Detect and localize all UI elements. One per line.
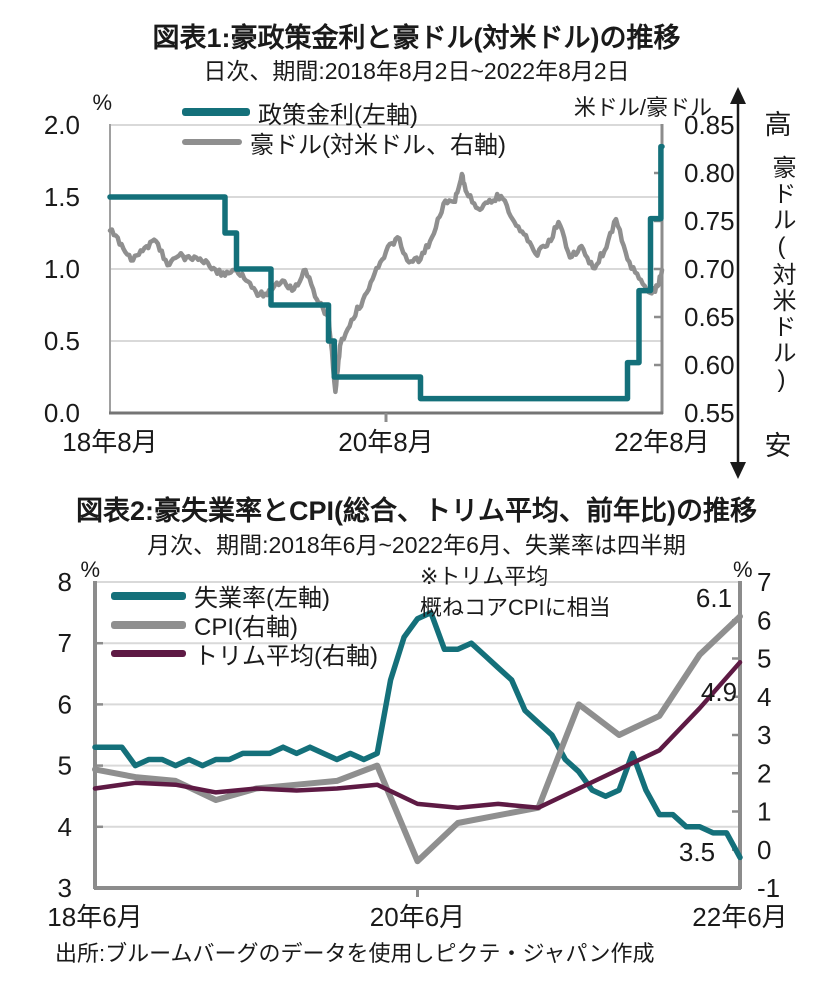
aud-low-label: 安 xyxy=(764,431,792,461)
svg-text:0.55: 0.55 xyxy=(684,398,735,428)
aud-high-label: 高 xyxy=(764,110,792,140)
svg-text:0.85: 0.85 xyxy=(684,110,735,140)
svg-text:6: 6 xyxy=(757,605,771,635)
chart1-title: 図表1:豪政策金利と豪ドル(対米ドル)の推移 xyxy=(152,23,681,53)
cpi-legend-label: CPI(右軸) xyxy=(194,614,298,641)
svg-text:7: 7 xyxy=(757,567,771,597)
trimmed-mean-legend-swatch xyxy=(111,650,186,657)
svg-text:0.65: 0.65 xyxy=(684,302,735,332)
svg-text:5: 5 xyxy=(757,644,771,674)
svg-text:6.1: 6.1 xyxy=(696,583,732,613)
unemployment-legend-swatch xyxy=(111,591,186,600)
svg-text:0.70: 0.70 xyxy=(684,254,735,284)
svg-text:2.0: 2.0 xyxy=(44,110,80,140)
aud-axis-note: 豪ドル(対米ドル) xyxy=(768,155,795,395)
svg-text:3: 3 xyxy=(757,720,771,750)
chart1-subtitle: 日次、期間:2018年8月2日~2022年8月2日 xyxy=(203,58,630,84)
chart1-legend-item-aud: 豪ドル(対米ドル、右軸) xyxy=(182,127,506,159)
source-note: 出所:ブルームバーグのデータを使用しピクテ・ジャパン作成 xyxy=(55,941,655,966)
aud-legend-swatch xyxy=(182,139,242,145)
svg-text:3.5: 3.5 xyxy=(679,837,715,867)
svg-text:7: 7 xyxy=(58,628,72,658)
svg-text:0.75: 0.75 xyxy=(684,206,735,236)
svg-text:0.60: 0.60 xyxy=(684,350,735,380)
svg-text:22年6月: 22年6月 xyxy=(692,902,787,932)
chart2-legend-item-cpi: CPI(右軸) xyxy=(111,610,378,641)
chart2-left-axis-unit: % xyxy=(80,557,100,582)
svg-text:4: 4 xyxy=(58,812,72,842)
chart2-legend: 失業率(左軸) CPI(右軸) トリム平均(右軸) xyxy=(111,581,378,670)
svg-text:8: 8 xyxy=(58,567,72,597)
trimmed-mean-annotation: ※トリム平均 概ねコアCPIに相当 xyxy=(420,561,611,623)
trimmed-mean-legend-label: トリム平均(右軸) xyxy=(194,643,378,670)
svg-text:1.5: 1.5 xyxy=(44,182,80,212)
svg-text:20年8月: 20年8月 xyxy=(338,427,433,457)
chart2-legend-item-unemployment: 失業率(左軸) xyxy=(111,581,378,612)
aud-legend-label: 豪ドル(対米ドル、右軸) xyxy=(250,131,506,159)
svg-text:1: 1 xyxy=(757,797,771,827)
svg-text:0: 0 xyxy=(757,835,771,865)
svg-text:3: 3 xyxy=(58,873,72,903)
svg-text:5: 5 xyxy=(58,751,72,781)
svg-text:1.0: 1.0 xyxy=(44,254,80,284)
chart2-legend-item-trimmed-mean: トリム平均(右軸) xyxy=(111,639,378,670)
svg-text:18年6月: 18年6月 xyxy=(47,902,142,932)
unemployment-legend-label: 失業率(左軸) xyxy=(194,585,330,612)
svg-text:0.5: 0.5 xyxy=(44,326,80,356)
chart2-right-axis-unit: % xyxy=(733,557,753,582)
svg-text:18年8月: 18年8月 xyxy=(62,427,157,457)
svg-text:6: 6 xyxy=(58,689,72,719)
chart1-right-axis-unit: 米ドル/豪ドル xyxy=(573,95,712,120)
svg-text:-1: -1 xyxy=(757,873,780,903)
policy-rate-legend-label: 政策金利(左軸) xyxy=(258,101,418,129)
chart1-canvas: 0.0 0.5 1.0 1.5 2.0 0.55 0.60 0.65 0.70 0.75 0.80 0… xyxy=(44,87,746,479)
chart1-legend: 政策金利(左軸) 豪ドル(対米ドル、右軸) xyxy=(182,97,506,159)
chart1-left-axis-unit: % xyxy=(92,90,112,115)
svg-text:20年6月: 20年6月 xyxy=(370,902,465,932)
svg-text:2: 2 xyxy=(757,758,771,788)
svg-text:0.80: 0.80 xyxy=(684,158,735,188)
svg-text:0.0: 0.0 xyxy=(44,398,80,428)
chart2-canvas: 3 4 5 6 7 8 -1 0 1 2 3 4 5 6 7 18年6月 20年6月 22年6月 6.1 4.9 3.5 xyxy=(47,567,787,932)
chart2-title: 図表2:豪失業率とCPI(総合、トリム平均、前年比)の推移 xyxy=(76,496,757,526)
svg-text:22年8月: 22年8月 xyxy=(614,427,709,457)
policy-rate-legend-swatch xyxy=(182,108,250,116)
chart1-legend-item-policy-rate: 政策金利(左軸) xyxy=(182,97,506,129)
svg-text:4.9: 4.9 xyxy=(701,677,737,707)
trimmed-mean-annotation-line2: 概ねコアCPIに相当 xyxy=(420,595,611,620)
cpi-legend-swatch xyxy=(111,620,186,629)
aud-high-low-arrow xyxy=(730,87,746,479)
svg-text:4: 4 xyxy=(757,682,771,712)
trimmed-mean-annotation-line1: ※トリム平均 xyxy=(420,564,549,589)
chart2-subtitle: 月次、期間:2018年6月~2022年6月、失業率は四半期 xyxy=(147,532,686,558)
